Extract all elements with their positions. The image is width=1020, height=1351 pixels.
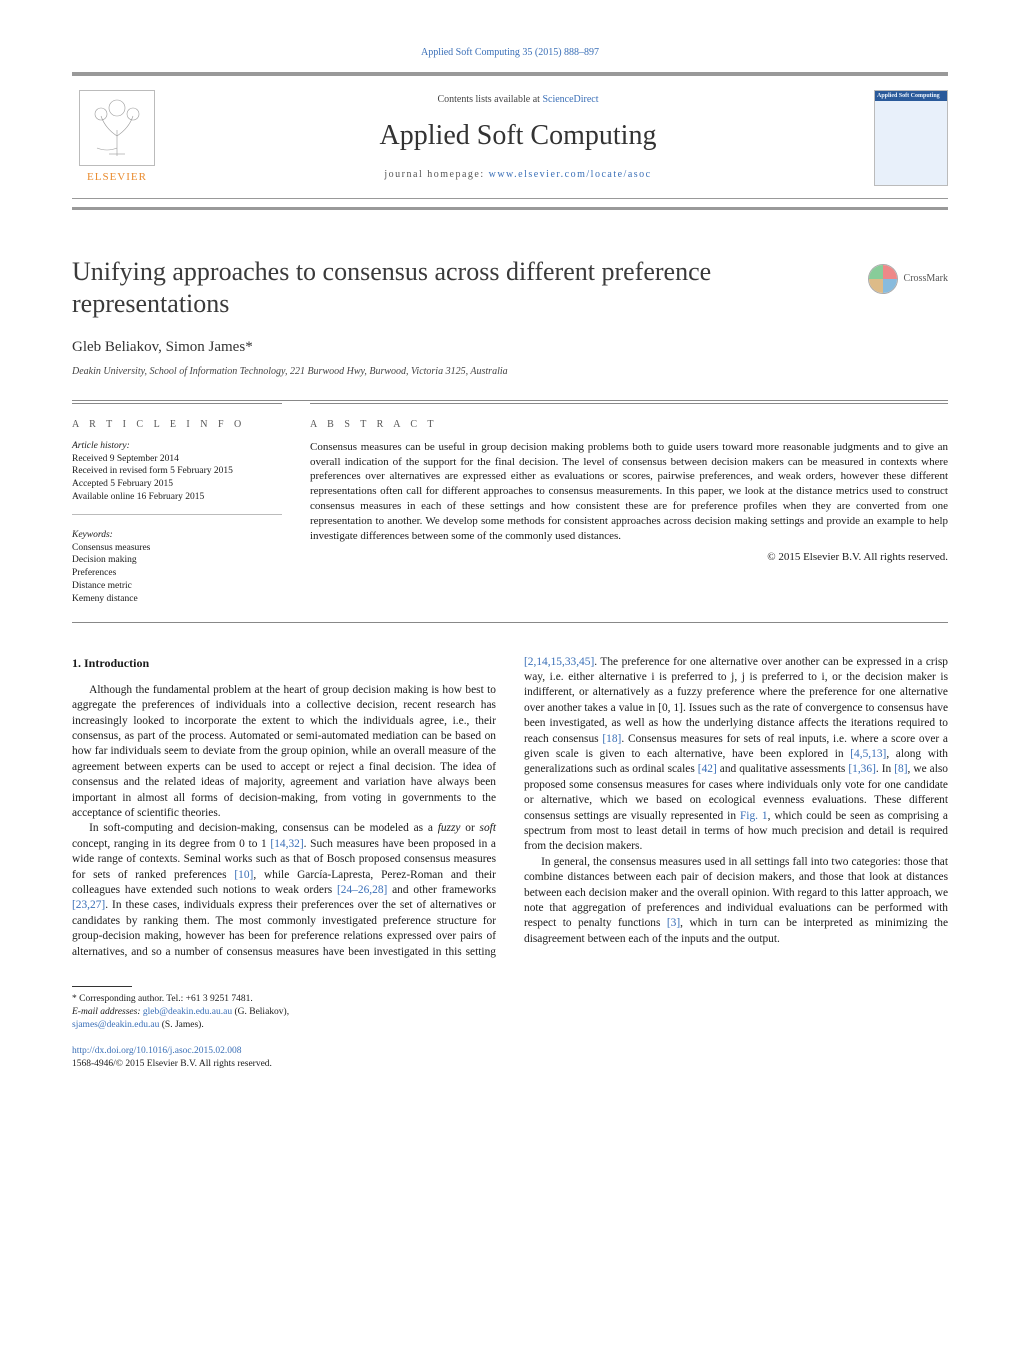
cover-thumb-title: Applied Soft Computing [875, 91, 947, 102]
article-body: 1. Introduction Although the fundamental… [72, 655, 948, 960]
affiliation: Deakin University, School of Information… [72, 365, 948, 379]
keyword: Decision making [72, 554, 282, 567]
citation-link[interactable]: [42] [698, 763, 717, 775]
journal-homepage-line: journal homepage: www.elsevier.com/locat… [178, 168, 858, 182]
elsevier-wordmark: ELSEVIER [87, 170, 147, 185]
publisher-logo: ELSEVIER [72, 90, 162, 186]
keywords-label: Keywords: [72, 529, 282, 542]
email-label: E-mail addresses: [72, 1007, 141, 1017]
corresponding-author-note: * Corresponding author. Tel.: +61 3 9251… [72, 993, 492, 1006]
citation-link[interactable]: [23,27] [72, 899, 105, 911]
rule-banner-bottom-thick [72, 207, 948, 210]
info-divider [72, 514, 282, 515]
abstract-column: A B S T R A C T Consensus measures can b… [310, 403, 948, 621]
crossmark-label: CrossMark [904, 272, 948, 286]
body-paragraph: In general, the consensus measures used … [524, 855, 948, 947]
contents-available-line: Contents lists available at ScienceDirec… [178, 93, 858, 107]
elsevier-tree-icon [79, 90, 155, 166]
sciencedirect-link[interactable]: ScienceDirect [542, 94, 598, 105]
history-item: Received in revised form 5 February 2015 [72, 465, 282, 478]
citation-link[interactable]: [24–26,28] [337, 884, 387, 896]
figure-ref-link[interactable]: Fig. 1 [740, 810, 768, 822]
abstract-copyright: © 2015 Elsevier B.V. All rights reserved… [310, 550, 948, 565]
journal-name: Applied Soft Computing [178, 117, 858, 155]
citation-link[interactable]: [1,36] [848, 763, 876, 775]
history-item: Available online 16 February 2015 [72, 491, 282, 504]
citation-link[interactable]: [18] [602, 733, 621, 745]
section-heading-1: 1. Introduction [72, 655, 496, 671]
corresponding-marker: * [245, 339, 253, 355]
citation-link[interactable]: [4,5,13] [850, 748, 886, 760]
article-info-column: A R T I C L E I N F O Article history: R… [72, 403, 282, 621]
keyword: Consensus measures [72, 542, 282, 555]
history-label: Article history: [72, 440, 282, 453]
citation-link[interactable]: [3] [667, 917, 680, 929]
journal-cover-thumbnail: Applied Soft Computing [874, 90, 948, 186]
keyword: Kemeny distance [72, 593, 282, 606]
body-paragraph: Although the fundamental problem at the … [72, 683, 496, 822]
citation-link[interactable]: [8] [894, 763, 907, 775]
keyword: Distance metric [72, 580, 282, 593]
footnotes-block: * Corresponding author. Tel.: +61 3 9251… [72, 980, 492, 1031]
author-email-link[interactable]: gleb@deakin.edu.au.au [143, 1007, 232, 1017]
journal-banner: ELSEVIER Contents lists available at Sci… [72, 76, 948, 198]
issn-copyright-line: 1568-4946/© 2015 Elsevier B.V. All right… [72, 1059, 272, 1069]
article-info-heading: A R T I C L E I N F O [72, 418, 282, 432]
history-item: Received 9 September 2014 [72, 453, 282, 466]
journal-homepage-link[interactable]: www.elsevier.com/locate/asoc [489, 169, 652, 180]
citation-link[interactable]: [2,14,15,33,45] [524, 656, 594, 668]
contents-prefix: Contents lists available at [437, 94, 542, 105]
author-line: Gleb Beliakov, Simon James* [72, 337, 948, 357]
abstract-text: Consensus measures can be useful in grou… [310, 440, 948, 544]
crossmark-badge[interactable]: CrossMark [868, 256, 948, 294]
email-addresses-line: E-mail addresses: gleb@deakin.edu.au.au … [72, 1006, 492, 1032]
crossmark-icon [868, 264, 898, 294]
abstract-heading: A B S T R A C T [310, 418, 948, 432]
article-title: Unifying approaches to consensus across … [72, 256, 848, 321]
rule-banner-bottom-thin [72, 198, 948, 199]
history-item: Accepted 5 February 2015 [72, 478, 282, 491]
citation-link[interactable]: [14,32] [270, 838, 303, 850]
citation-link[interactable]: [10] [234, 869, 253, 881]
email-author-name: (G. Beliakov), [232, 1007, 289, 1017]
author-email-link[interactable]: sjames@deakin.edu.au [72, 1020, 159, 1030]
homepage-prefix: journal homepage: [384, 169, 488, 180]
footnote-rule [72, 986, 132, 987]
author-names: Gleb Beliakov, Simon James [72, 339, 245, 355]
email-author-name: (S. James). [159, 1020, 203, 1030]
citation-link[interactable]: Applied Soft Computing 35 (2015) 888–897 [421, 47, 599, 58]
doi-block: http://dx.doi.org/10.1016/j.asoc.2015.02… [72, 1045, 948, 1071]
keyword: Preferences [72, 567, 282, 580]
running-header: Applied Soft Computing 35 (2015) 888–897 [72, 46, 948, 60]
doi-link[interactable]: http://dx.doi.org/10.1016/j.asoc.2015.02… [72, 1046, 242, 1056]
